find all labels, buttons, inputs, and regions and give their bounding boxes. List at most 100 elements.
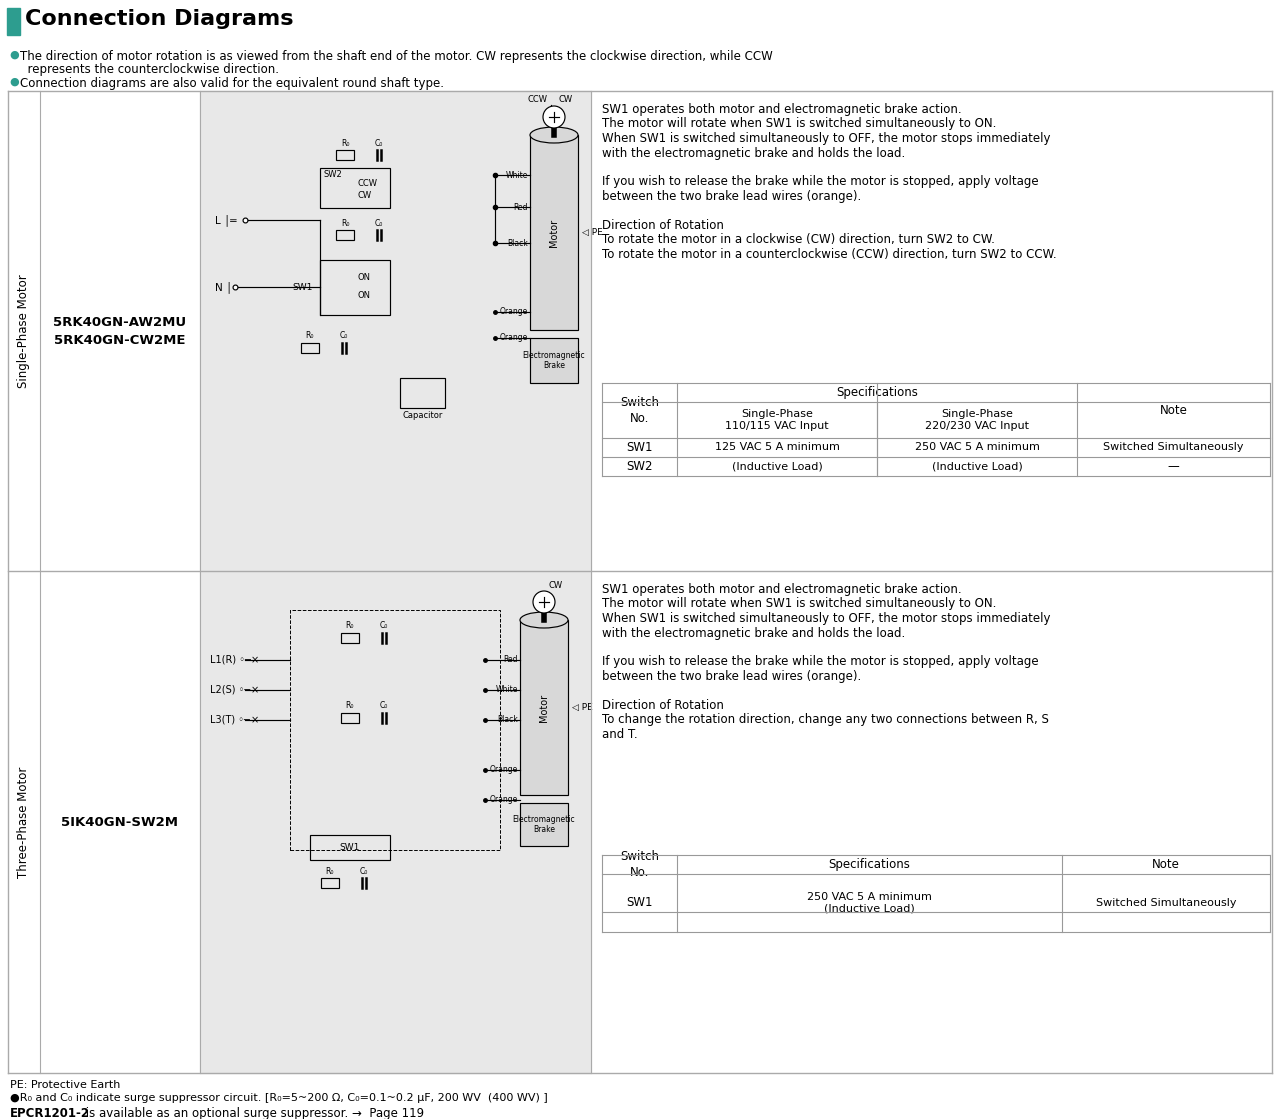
Text: ON: ON: [358, 273, 371, 282]
Text: L3(T) ◦─: L3(T) ◦─: [210, 715, 250, 725]
Bar: [335, 231, 355, 239]
Text: Black: Black: [497, 715, 518, 724]
Text: Motor: Motor: [549, 218, 559, 246]
Text: ×: ×: [251, 655, 259, 665]
Text: C₀: C₀: [375, 218, 383, 227]
Text: L │═: L │═: [215, 214, 237, 226]
Text: SW2: SW2: [323, 170, 342, 179]
Text: Note: Note: [1152, 858, 1180, 871]
Bar: [320, 260, 390, 316]
Text: Capacitor: Capacitor: [402, 412, 443, 421]
Text: Three-Phase Motor: Three-Phase Motor: [18, 767, 31, 877]
Text: Black: Black: [507, 238, 529, 247]
Text: with the electromagnetic brake and holds the load.: with the electromagnetic brake and holds…: [602, 147, 905, 160]
Text: Single-Phase
110/115 VAC Input: Single-Phase 110/115 VAC Input: [726, 410, 829, 431]
Text: White: White: [506, 170, 529, 179]
Text: CW: CW: [358, 191, 372, 200]
Text: Single-Phase
220/230 VAC Input: Single-Phase 220/230 VAC Input: [925, 410, 1029, 431]
Text: Switched Simultaneously: Switched Simultaneously: [1103, 442, 1244, 452]
Text: CCW: CCW: [529, 95, 548, 104]
Text: Note: Note: [1160, 404, 1188, 417]
Text: Connection Diagrams: Connection Diagrams: [26, 9, 293, 29]
Text: SW1: SW1: [626, 896, 653, 910]
Bar: [530, 338, 579, 383]
Text: 250 VAC 5 A minimum
(Inductive Load): 250 VAC 5 A minimum (Inductive Load): [808, 892, 932, 914]
Text: SW1 operates both motor and electromagnetic brake action.: SW1 operates both motor and electromagne…: [602, 583, 961, 596]
Bar: [200, 91, 591, 571]
Text: 5RK40GN-CW2ME: 5RK40GN-CW2ME: [54, 333, 186, 347]
Text: (Inductive Load): (Inductive Load): [732, 461, 822, 471]
Text: R₀: R₀: [306, 331, 315, 340]
Bar: [340, 633, 358, 643]
Text: Orange: Orange: [499, 333, 529, 342]
Text: Single-Phase Motor: Single-Phase Motor: [18, 274, 31, 388]
Text: ×: ×: [251, 715, 259, 725]
Text: and T.: and T.: [602, 728, 637, 741]
Text: CW: CW: [559, 95, 573, 104]
Text: Connection diagrams are also valid for the equivalent round shaft type.: Connection diagrams are also valid for t…: [20, 77, 444, 90]
Text: C₀: C₀: [360, 866, 369, 875]
Text: The direction of motor rotation is as viewed from the shaft end of the motor. CW: The direction of motor rotation is as vi…: [20, 50, 773, 63]
Bar: [399, 378, 445, 408]
Text: 5RK40GN-AW2MU: 5RK40GN-AW2MU: [54, 316, 187, 329]
Text: Electromagnetic
Brake: Electromagnetic Brake: [513, 815, 575, 834]
Text: Motor: Motor: [539, 694, 549, 722]
Bar: [291, 610, 500, 850]
Bar: [321, 878, 339, 888]
Bar: [520, 803, 568, 846]
Text: C₀: C₀: [339, 331, 348, 340]
Text: ×: ×: [251, 685, 259, 695]
Text: ◁ PE: ◁ PE: [572, 703, 593, 712]
Text: L1(R) ◦─: L1(R) ◦─: [210, 655, 251, 665]
Text: 125 VAC 5 A minimum: 125 VAC 5 A minimum: [714, 442, 840, 452]
Circle shape: [532, 591, 556, 613]
Text: 250 VAC 5 A minimum: 250 VAC 5 A minimum: [915, 442, 1039, 452]
Text: Orange: Orange: [490, 796, 518, 805]
Text: SW2: SW2: [626, 460, 653, 473]
Text: To rotate the motor in a clockwise (CW) direction, turn SW2 to CW.: To rotate the motor in a clockwise (CW) …: [602, 234, 995, 246]
Circle shape: [543, 106, 564, 128]
Text: Switch
No.: Switch No.: [620, 396, 659, 424]
Bar: [335, 150, 355, 160]
Text: White: White: [495, 686, 518, 695]
Text: Electromagnetic
Brake: Electromagnetic Brake: [522, 350, 585, 370]
Text: CW: CW: [549, 581, 563, 590]
Text: Red: Red: [503, 656, 518, 665]
Ellipse shape: [530, 126, 579, 143]
Text: C₀: C₀: [380, 621, 388, 630]
Text: SW1: SW1: [339, 843, 360, 852]
Text: C₀: C₀: [375, 139, 383, 148]
Bar: [320, 168, 390, 208]
Text: CCW: CCW: [358, 179, 378, 188]
Text: PE: Protective Earth: PE: Protective Earth: [10, 1080, 120, 1090]
Text: R₀: R₀: [346, 621, 355, 630]
Text: When SW1 is switched simultaneously to OFF, the motor stops immediately: When SW1 is switched simultaneously to O…: [602, 612, 1051, 626]
Text: R₀: R₀: [340, 139, 349, 148]
Text: Direction of Rotation: Direction of Rotation: [602, 219, 724, 232]
Text: The motor will rotate when SW1 is switched simultaneously to ON.: The motor will rotate when SW1 is switch…: [602, 117, 996, 131]
Text: ON: ON: [358, 291, 371, 300]
Text: 5IK40GN-SW2M: 5IK40GN-SW2M: [61, 816, 178, 828]
Text: If you wish to release the brake while the motor is stopped, apply voltage: If you wish to release the brake while t…: [602, 656, 1038, 668]
Text: When SW1 is switched simultaneously to OFF, the motor stops immediately: When SW1 is switched simultaneously to O…: [602, 132, 1051, 145]
Text: Red: Red: [513, 203, 529, 211]
Bar: [310, 835, 390, 861]
Text: R₀: R₀: [346, 702, 355, 711]
Text: If you wish to release the brake while the motor is stopped, apply voltage: If you wish to release the brake while t…: [602, 176, 1038, 188]
Text: ●: ●: [9, 77, 19, 87]
Bar: [200, 571, 591, 1073]
Text: N │: N │: [215, 281, 232, 293]
Text: EPCR1201-2: EPCR1201-2: [10, 1107, 90, 1119]
Text: ●: ●: [9, 50, 19, 60]
Text: with the electromagnetic brake and holds the load.: with the electromagnetic brake and holds…: [602, 627, 905, 639]
Text: Orange: Orange: [490, 765, 518, 774]
Text: represents the counterclockwise direction.: represents the counterclockwise directio…: [20, 63, 279, 76]
Text: —: —: [1167, 460, 1179, 473]
Text: ◁ PE: ◁ PE: [582, 227, 603, 236]
Text: SW1 operates both motor and electromagnetic brake action.: SW1 operates both motor and electromagne…: [602, 103, 961, 116]
Text: The motor will rotate when SW1 is switched simultaneously to ON.: The motor will rotate when SW1 is switch…: [602, 598, 996, 611]
Text: (Inductive Load): (Inductive Load): [932, 461, 1023, 471]
Text: is available as an optional surge suppressor. →  Page 119: is available as an optional surge suppre…: [82, 1107, 424, 1119]
Text: R₀: R₀: [340, 218, 349, 227]
Text: C₀: C₀: [380, 702, 388, 711]
